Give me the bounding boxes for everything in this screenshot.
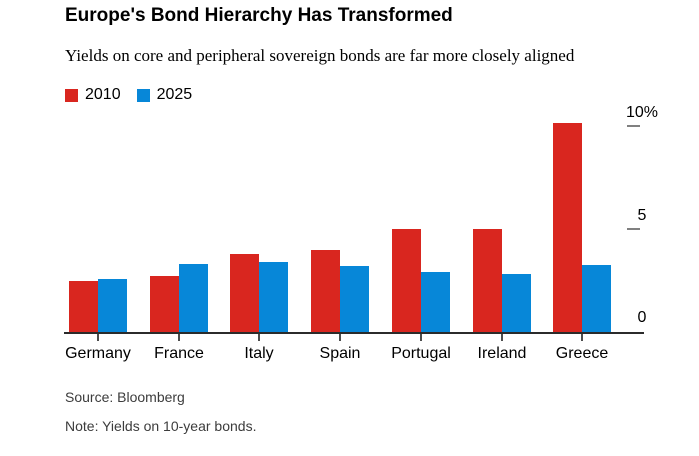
bar-2010-ireland bbox=[473, 229, 502, 332]
legend-swatch-2010-icon bbox=[65, 88, 78, 102]
note-text: Note: Yields on 10-year bonds. bbox=[65, 418, 257, 434]
x-axis-label-greece: Greece bbox=[555, 345, 609, 362]
bar-2025-germany bbox=[98, 279, 127, 332]
bar-2025-portugal bbox=[421, 272, 450, 332]
legend-label-2025: 2025 bbox=[156, 86, 193, 103]
x-axis-label-ireland: Ireland bbox=[477, 345, 527, 362]
bar-2025-france bbox=[179, 264, 208, 332]
bar-2010-spain bbox=[311, 250, 340, 332]
x-tick-spain-icon bbox=[339, 334, 341, 341]
y-axis-label-10: 10% bbox=[625, 104, 659, 121]
x-axis-label-italy: Italy bbox=[244, 345, 274, 362]
bar-2025-spain bbox=[340, 266, 369, 332]
y-axis-label-5: 5 bbox=[637, 207, 647, 224]
x-tick-germany-icon bbox=[97, 334, 99, 341]
x-tick-ireland-icon bbox=[501, 334, 503, 341]
bar-2010-france bbox=[150, 276, 179, 332]
legend-label-2010: 2010 bbox=[85, 86, 121, 103]
chart-legend: 2010 2025 bbox=[65, 86, 192, 104]
legend-item-2010: 2010 bbox=[65, 86, 121, 104]
x-axis-label-spain: Spain bbox=[319, 345, 361, 362]
x-axis-label-portugal: Portugal bbox=[391, 345, 451, 362]
x-axis-line bbox=[64, 332, 644, 334]
bar-2010-italy bbox=[230, 254, 259, 332]
bar-2025-greece bbox=[582, 265, 611, 332]
y-axis-label-0: 0 bbox=[637, 309, 647, 326]
chart-subtitle: Yields on core and peripheral sovereign … bbox=[65, 46, 575, 65]
source-text: Source: Bloomberg bbox=[65, 389, 185, 405]
x-tick-greece-icon bbox=[581, 334, 583, 341]
x-axis-label-germany: Germany bbox=[65, 345, 131, 362]
bar-2025-italy bbox=[259, 262, 288, 332]
y-tick-10-icon bbox=[627, 125, 640, 127]
x-axis-label-france: France bbox=[154, 345, 204, 362]
legend-swatch-2025-icon bbox=[136, 88, 150, 102]
bar-2010-greece bbox=[553, 123, 582, 332]
x-tick-france-icon bbox=[178, 334, 180, 341]
legend-item-2025: 2025 bbox=[136, 86, 193, 104]
chart-title: Europe's Bond Hierarchy Has Transformed bbox=[65, 5, 453, 26]
bar-2025-ireland bbox=[502, 274, 531, 332]
x-tick-portugal-icon bbox=[420, 334, 422, 341]
y-tick-5-icon bbox=[627, 228, 640, 230]
bar-2010-germany bbox=[69, 281, 98, 332]
x-tick-italy-icon bbox=[258, 334, 260, 341]
bar-2010-portugal bbox=[392, 229, 421, 332]
